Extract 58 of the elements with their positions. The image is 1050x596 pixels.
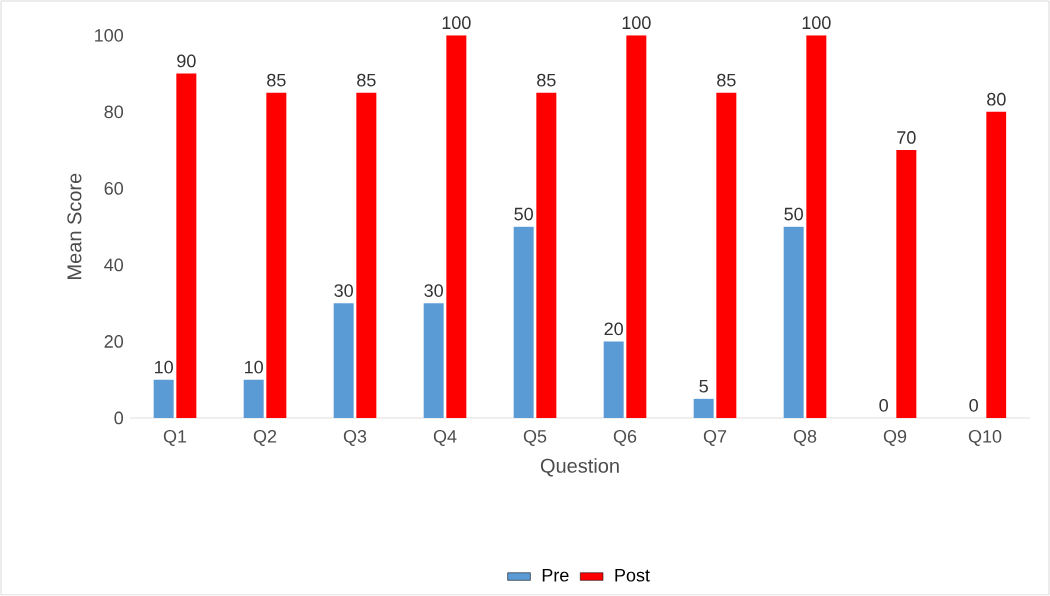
bar (446, 35, 467, 418)
bar (626, 35, 647, 418)
x-tick-label: Q8 (793, 429, 817, 446)
bar (266, 92, 287, 418)
x-tick-label: Q6 (613, 429, 637, 446)
data-label: 30 (424, 284, 443, 297)
y-tick-label: 100 (95, 28, 124, 42)
data-label: 80 (987, 92, 1006, 106)
x-tick-label: Q1 (163, 429, 187, 446)
data-label: 30 (334, 284, 353, 297)
bar (176, 73, 197, 418)
x-axis-title: Question (540, 458, 619, 477)
bar (693, 398, 714, 418)
y-tick-label: 80 (104, 105, 124, 119)
bar (986, 111, 1007, 418)
data-label: 50 (514, 207, 533, 221)
x-tick-label: Q2 (253, 429, 277, 446)
bar (153, 379, 174, 418)
data-label: 10 (245, 360, 263, 374)
data-label: 70 (897, 131, 916, 144)
legend-label: Post (615, 569, 650, 582)
bar (333, 303, 354, 418)
bar (536, 92, 557, 418)
data-label: 90 (177, 54, 196, 68)
x-tick-label: Q9 (883, 429, 907, 446)
data-label: 100 (802, 16, 831, 30)
bar (513, 226, 534, 418)
data-label: 85 (537, 73, 556, 87)
y-tick-label: 40 (104, 258, 124, 272)
data-label: 5 (699, 380, 708, 393)
y-tick-label: 20 (104, 335, 124, 348)
y-tick-label: 60 (104, 182, 124, 195)
x-tick-label: Q3 (343, 429, 367, 446)
data-label: 0 (879, 398, 888, 412)
y-axis-title: Mean Score (67, 173, 82, 279)
bar (356, 92, 377, 418)
bar (423, 303, 444, 418)
x-tick-label: Q10 (968, 429, 1002, 446)
legend-label: Pre (542, 569, 569, 582)
data-label: 0 (969, 398, 978, 412)
bar (896, 150, 917, 418)
data-label: 100 (442, 16, 471, 30)
bar (603, 341, 624, 418)
bar (243, 379, 264, 418)
x-tick-label: Q5 (523, 429, 547, 446)
bar (806, 35, 827, 418)
data-label: 10 (155, 360, 173, 374)
y-tick-label: 0 (114, 411, 124, 425)
x-tick-label: Q7 (703, 429, 727, 446)
bar (783, 226, 804, 418)
data-label: 100 (622, 16, 651, 30)
data-label: 85 (267, 73, 286, 87)
data-label: 20 (604, 322, 623, 336)
data-label: 85 (717, 73, 736, 87)
data-label: 50 (784, 207, 803, 221)
x-tick-label: Q4 (433, 429, 457, 446)
bar (716, 92, 737, 418)
data-label: 85 (357, 73, 376, 87)
